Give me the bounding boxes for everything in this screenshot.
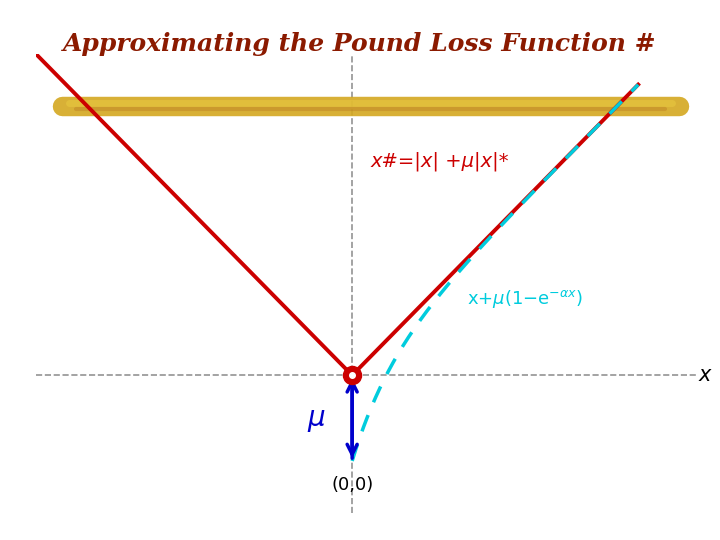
Text: x: x xyxy=(698,365,711,386)
Text: x+$\mu$(1$-$e$^{-\alpha x}$): x+$\mu$(1$-$e$^{-\alpha x}$) xyxy=(467,288,582,310)
Text: x#=|x| +μ|x|*: x#=|x| +μ|x|* xyxy=(370,151,509,171)
Text: μ: μ xyxy=(307,404,325,432)
Text: (0,0): (0,0) xyxy=(331,476,373,495)
Text: Approximating the Pound Loss Function #: Approximating the Pound Loss Function # xyxy=(63,32,657,56)
